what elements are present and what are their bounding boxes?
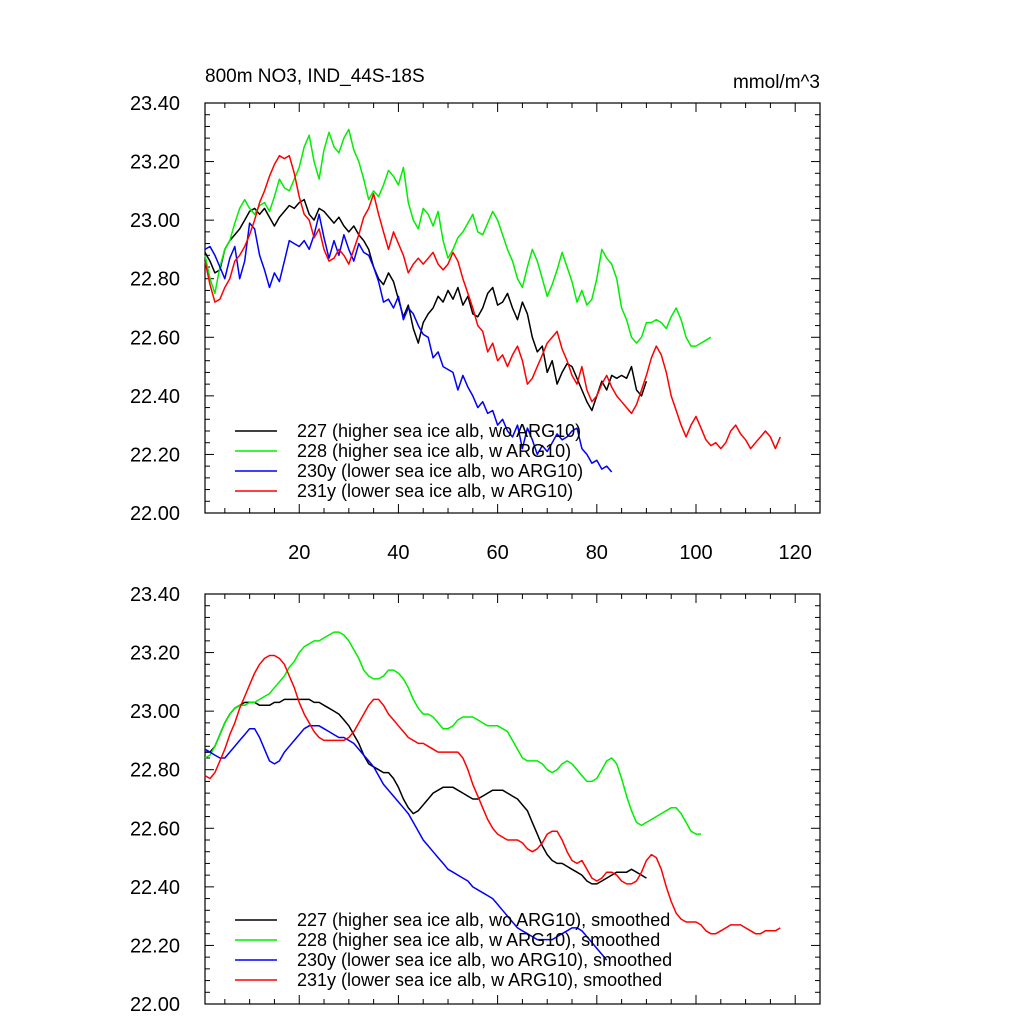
y-tick-label: 22.00 xyxy=(130,503,180,525)
series-line-1 xyxy=(204,198,648,412)
y-tick-label: 23.20 xyxy=(130,643,180,665)
y-tick-label: 23.00 xyxy=(130,701,180,723)
series-line-1 xyxy=(205,698,647,885)
legend-label: 230y (lower sea ice alb, wo ARG10), smoo… xyxy=(297,950,672,970)
x-tick-label: 120 xyxy=(779,542,812,564)
chart-panel-2: 22.00 22.20 22.40 22.60 22.80 23.00 23.20 23.40… xyxy=(130,584,821,1016)
plot-frame xyxy=(204,102,821,514)
legend-label: 228 (higher sea ice alb, w ARG10), smoot… xyxy=(297,930,660,950)
legend-label: 228 (higher sea ice alb, w ARG10) xyxy=(297,441,571,461)
chart-panels: 22.00 22.20 22.40 22.60 22.80 23.00 23.20 23.40… xyxy=(130,93,821,1016)
series-line-3 xyxy=(204,725,608,961)
y-tick-label: 23.20 xyxy=(130,152,180,174)
legend-label: 227 (higher sea ice alb, wo ARG10), smoo… xyxy=(297,910,670,930)
series-line-2 xyxy=(204,128,712,347)
y-tick-label: 23.00 xyxy=(130,210,180,232)
legend-label: 227 (higher sea ice alb, wo ARG10) xyxy=(297,421,581,441)
y-tick-label: 22.60 xyxy=(130,327,180,349)
legend-label: 230y (lower sea ice alb, wo ARG10) xyxy=(297,461,583,481)
chart-panel-1: 22.00 22.20 22.40 22.60 22.80 23.00 23.20 23.40… xyxy=(130,93,821,564)
y-tick-label: 22.80 xyxy=(130,760,180,782)
y-tick-label: 22.20 xyxy=(130,935,180,957)
x-tick-label: 20 xyxy=(288,542,310,564)
chart-title: 800m NO3, IND_44S-18S xyxy=(205,66,425,87)
x-tick-label: 60 xyxy=(486,542,508,564)
x-tick-label: 80 xyxy=(586,542,608,564)
y-tick-label: 23.40 xyxy=(130,584,180,606)
x-tick-label: 40 xyxy=(387,542,409,564)
y-tick-label: 22.80 xyxy=(130,269,180,291)
x-tick-label: 100 xyxy=(679,542,712,564)
y-tick-label: 22.00 xyxy=(130,994,180,1016)
series-line-2 xyxy=(204,631,701,835)
chart-units-label: mmol/m^3 xyxy=(733,72,820,93)
legend-label: 231y (lower sea ice alb, w ARG10) xyxy=(297,481,573,501)
y-tick-label: 22.40 xyxy=(130,877,180,899)
y-tick-label: 23.40 xyxy=(130,93,180,115)
series-line-3 xyxy=(204,213,613,473)
series-line-4 xyxy=(204,154,781,450)
y-tick-label: 22.60 xyxy=(130,818,180,840)
legend-label: 231y (lower sea ice alb, w ARG10), smoot… xyxy=(297,970,662,990)
plot-frame xyxy=(204,593,821,1005)
y-tick-label: 22.20 xyxy=(130,444,180,466)
series-line-4 xyxy=(204,654,781,935)
y-tick-label: 22.40 xyxy=(130,386,180,408)
